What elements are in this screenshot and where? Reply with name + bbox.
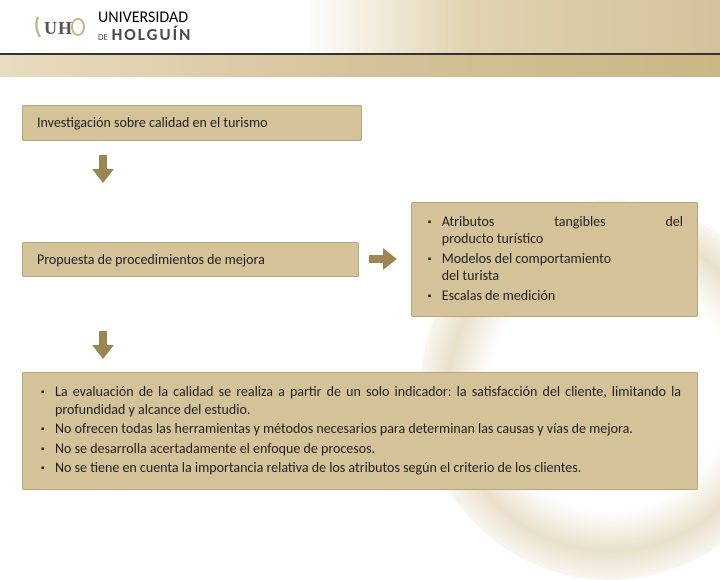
list-item: La evaluación de la calidad se realiza a… <box>39 383 681 418</box>
attr-word: del <box>665 213 683 231</box>
conclusions-list: La evaluación de la calidad se realiza a… <box>39 383 681 477</box>
attr-word: Atributos <box>442 213 495 231</box>
attr-line: Modelos del comportamiento <box>442 250 683 268</box>
logo-text: UNIVERSIDAD DE HOLGUÍN <box>98 10 192 44</box>
box-conclusions: La evaluación de la calidad se realiza a… <box>22 372 698 490</box>
logo: U H UNIVERSIDAD DE HOLGUÍN <box>30 9 192 44</box>
attr-word: tangibles <box>554 213 605 231</box>
box-investigation-text: Investigación sobre calidad en el turism… <box>37 114 268 131</box>
box-attributes: Atributos tangibles del producto turísti… <box>411 202 698 318</box>
box-investigation: Investigación sobre calidad en el turism… <box>22 105 362 141</box>
list-item: Atributos tangibles del producto turísti… <box>426 213 683 248</box>
list-item: Escalas de medición <box>426 287 683 305</box>
university-name: HOLGUÍN <box>112 24 193 45</box>
attr-line: del turista <box>442 267 683 285</box>
list-item: Modelos del comportamiento del turista <box>426 250 683 285</box>
gold-band <box>0 55 720 77</box>
logo-mark-icon: U H <box>30 9 90 44</box>
list-item: No se tiene en cuenta la importancia rel… <box>39 459 681 477</box>
header-bar: U H UNIVERSIDAD DE HOLGUÍN <box>0 0 720 55</box>
attr-line: producto turístico <box>442 230 683 248</box>
arrow-right-icon <box>369 248 401 270</box>
attributes-list: Atributos tangibles del producto turísti… <box>426 213 683 305</box>
svg-text:H: H <box>58 18 72 38</box>
list-item: No ofrecen todas las herramientas y méto… <box>39 420 681 438</box>
svg-text:U: U <box>44 18 57 38</box>
attr-line: Escalas de medición <box>442 287 555 304</box>
university-de: DE <box>98 32 108 43</box>
arrow-down-icon <box>92 155 114 188</box>
box-proposal-text: Propuesta de procedimientos de mejora <box>37 251 265 268</box>
list-item: No se desarrolla acertadamente el enfoqu… <box>39 440 681 458</box>
box-proposal: Propuesta de procedimientos de mejora <box>22 242 359 278</box>
slide-content: Investigación sobre calidad en el turism… <box>0 77 720 490</box>
arrow-down-icon <box>92 331 114 364</box>
